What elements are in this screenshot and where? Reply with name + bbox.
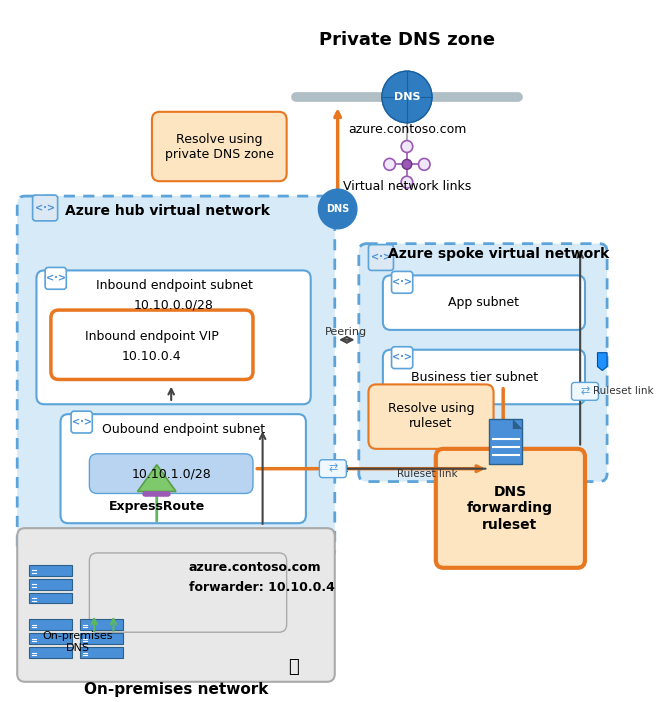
Text: DNS
forwarding
ruleset: DNS forwarding ruleset [467,485,553,531]
Text: Azure spoke virtual network: Azure spoke virtual network [388,246,609,260]
Polygon shape [137,465,176,491]
Text: ExpressRoute: ExpressRoute [109,500,205,513]
Text: Business tier subnet: Business tier subnet [411,371,538,384]
Text: On-premises
DNS: On-premises DNS [43,631,113,653]
Text: azure.contoso.com: azure.contoso.com [348,123,466,136]
FancyBboxPatch shape [51,310,253,380]
Circle shape [402,159,412,169]
Text: ⇄: ⇄ [580,386,589,397]
Text: Azure hub virtual network: Azure hub virtual network [65,204,270,218]
Text: Ruleset link: Ruleset link [593,386,653,397]
FancyBboxPatch shape [45,267,67,289]
Circle shape [384,159,396,171]
Text: <·>: <·> [35,203,55,213]
FancyBboxPatch shape [89,453,253,494]
Text: Inbound endpoint subnet: Inbound endpoint subnet [96,279,252,292]
FancyBboxPatch shape [152,112,286,181]
FancyBboxPatch shape [89,553,286,633]
FancyBboxPatch shape [489,419,522,464]
Circle shape [318,189,357,229]
Text: <·>: <·> [392,277,412,287]
FancyBboxPatch shape [29,592,72,604]
FancyBboxPatch shape [29,633,72,644]
FancyBboxPatch shape [80,633,123,644]
Text: ⇄: ⇄ [328,464,338,474]
Text: azure.contoso.com: azure.contoso.com [188,562,321,574]
Text: Resolve using
ruleset: Resolve using ruleset [388,402,474,430]
Text: Ruleset link: Ruleset link [398,469,458,479]
FancyBboxPatch shape [80,647,123,658]
FancyBboxPatch shape [80,619,123,630]
Text: <·>: <·> [46,273,66,284]
FancyBboxPatch shape [383,350,585,404]
FancyBboxPatch shape [29,647,72,658]
Text: Resolve using
private DNS zone: Resolve using private DNS zone [165,133,274,161]
FancyBboxPatch shape [436,449,585,568]
FancyBboxPatch shape [29,619,72,630]
Text: 🏢: 🏢 [288,658,299,676]
Circle shape [401,176,413,188]
Text: DNS: DNS [326,204,349,214]
Text: <·>: <·> [371,253,391,263]
Text: Virtual network links: Virtual network links [343,180,471,192]
Circle shape [418,159,430,171]
FancyBboxPatch shape [61,414,306,523]
Text: Private DNS zone: Private DNS zone [319,32,495,49]
Text: 10.10.1.0/28: 10.10.1.0/28 [131,467,211,480]
FancyBboxPatch shape [320,460,346,477]
FancyBboxPatch shape [368,245,394,270]
Text: <·>: <·> [392,352,412,363]
Circle shape [401,140,413,152]
FancyBboxPatch shape [368,385,494,449]
Text: forwarder: 10.10.0.4: forwarder: 10.10.0.4 [188,581,334,594]
FancyBboxPatch shape [33,195,58,221]
Text: App subnet: App subnet [448,296,519,309]
Text: Inbound endpoint VIP: Inbound endpoint VIP [85,331,219,343]
FancyBboxPatch shape [359,244,607,482]
Text: On-premises network: On-premises network [84,682,268,697]
Polygon shape [597,352,607,371]
Text: Oubound endpoint subnet: Oubound endpoint subnet [102,423,265,435]
FancyBboxPatch shape [571,383,599,400]
Text: 10.10.0.0/28: 10.10.0.0/28 [134,298,214,312]
FancyBboxPatch shape [17,196,335,558]
Text: <·>: <·> [72,417,92,427]
Circle shape [382,71,432,123]
Text: DNS: DNS [394,92,420,102]
Polygon shape [513,419,522,429]
FancyBboxPatch shape [392,347,413,369]
FancyBboxPatch shape [392,272,413,293]
Text: 10.10.0.4: 10.10.0.4 [122,350,182,363]
FancyBboxPatch shape [71,411,93,433]
FancyBboxPatch shape [37,270,311,404]
FancyBboxPatch shape [383,275,585,330]
FancyBboxPatch shape [29,578,72,590]
Text: Peering: Peering [325,327,368,337]
FancyBboxPatch shape [29,565,72,576]
FancyBboxPatch shape [17,528,335,682]
